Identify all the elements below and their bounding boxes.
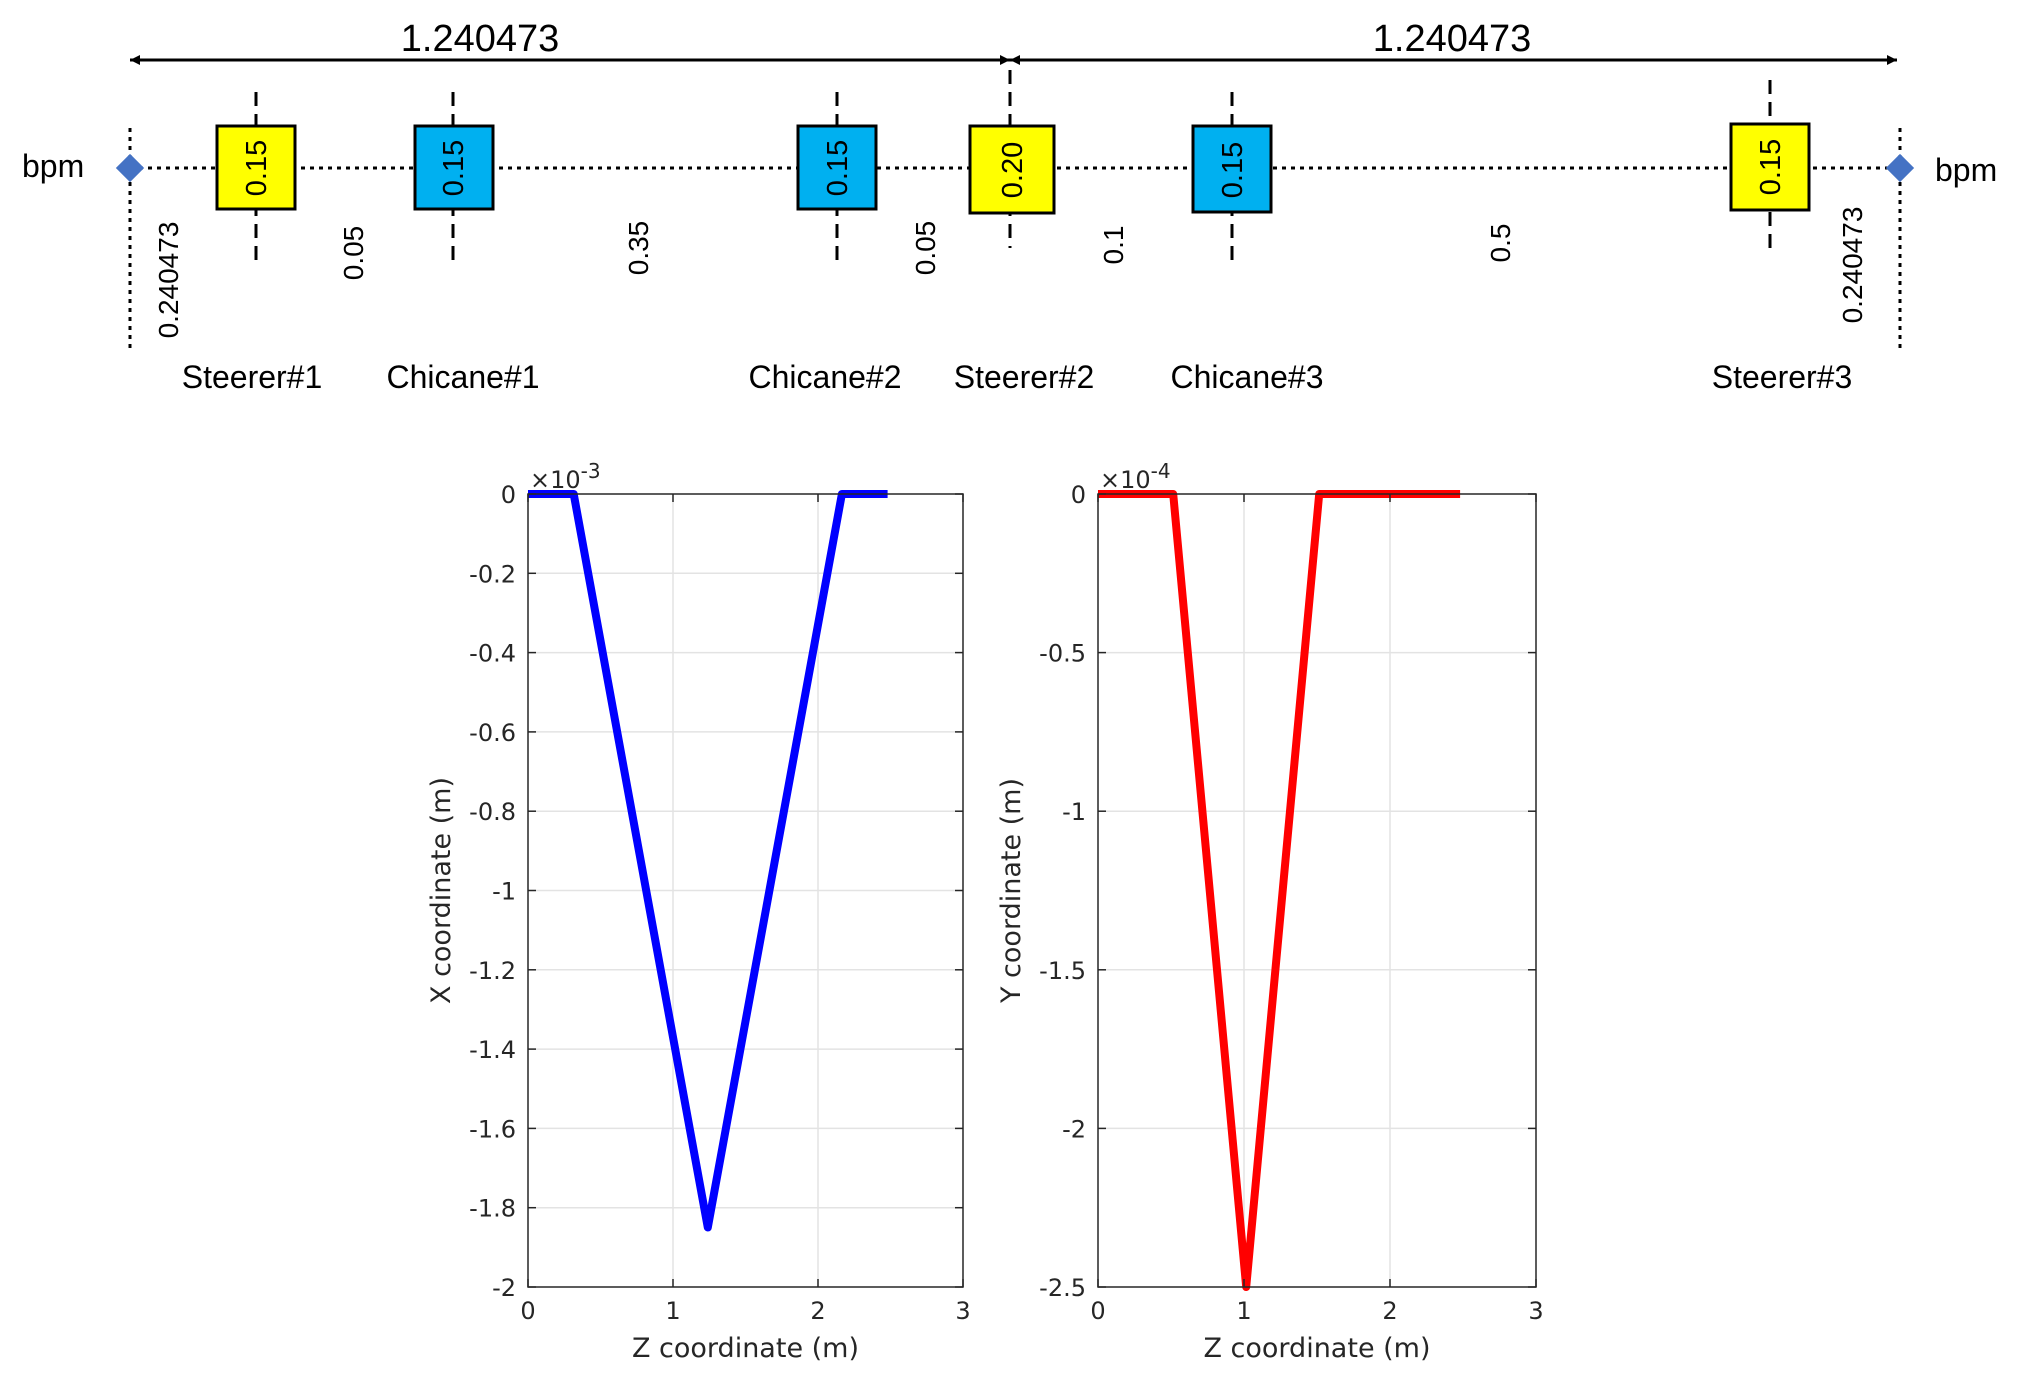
beamline-diagram: 1.240473 1.240473 bpm bpm 0.15 0.15 0.15…: [22, 18, 1997, 395]
chicane-3-box: [1191, 124, 1273, 214]
axis-exponent: ×10-3: [530, 459, 601, 494]
y-axis-label: Y coordinate (m): [996, 778, 1027, 1004]
exponent-base: ×10: [530, 466, 581, 494]
gap-label-1: 0.240473: [153, 222, 184, 339]
y-tick-label: -1.8: [469, 1195, 516, 1223]
steerer-1-length: 0.15: [241, 140, 273, 196]
bpm-right-diamond: [1885, 153, 1915, 183]
x-coordinate-plot: 0 1 2 3 0 -0.2 -0.4 -0.6 -0.8 -1 -1.2 -1.4 -1.6 -1.8 -…: [426, 459, 971, 1364]
y-tick-label: -1: [492, 878, 516, 906]
steerer-2-name: Steerer#2: [954, 359, 1095, 395]
y-tick-label: -2.5: [1039, 1274, 1086, 1302]
y-tick-label: -0.6: [469, 719, 516, 747]
gap-label-6: 0.5: [1485, 224, 1516, 263]
x-tick-label: 0: [520, 1297, 535, 1325]
x-axis-label: Z coordinate (m): [632, 1333, 859, 1364]
x-tick-label: 3: [1528, 1297, 1543, 1325]
axis-exponent: ×10-4: [1100, 459, 1171, 494]
exponent-power: -4: [1151, 459, 1171, 483]
data-series-line: [528, 490, 888, 1232]
gap-label-3: 0.35: [623, 221, 654, 276]
x-tick-label: 2: [1382, 1297, 1397, 1325]
chicane-2-name: Chicane#2: [749, 359, 902, 395]
y-tick-label: -0.8: [469, 798, 516, 826]
total-length-left: 1.240473: [401, 18, 560, 60]
chicane-1-length: 0.15: [438, 140, 470, 196]
y-tick-label: -1.4: [469, 1036, 516, 1064]
steerer-3-length: 0.15: [1755, 139, 1787, 195]
steerer-3-name: Steerer#3: [1712, 359, 1853, 395]
y-tick-label: -1.6: [469, 1115, 516, 1143]
bpm-right-label: bpm: [1935, 152, 1997, 188]
data-series-line: [1098, 490, 1461, 1291]
steerer-1-name: Steerer#1: [182, 359, 323, 395]
y-tick-label: 0: [501, 481, 516, 509]
chicane-2-length: 0.15: [822, 140, 854, 196]
steerer-3-box: [1729, 122, 1811, 212]
y-tick-label: -2: [1062, 1115, 1086, 1143]
bpm-left-label: bpm: [22, 148, 84, 184]
x-tick-label: 2: [810, 1297, 825, 1325]
y-tick-label: -1.5: [1039, 957, 1086, 985]
x-tick-label: 1: [1236, 1297, 1251, 1325]
total-length-right: 1.240473: [1373, 18, 1532, 60]
y-tick-label: -0.2: [469, 560, 516, 588]
x-tick-label: 1: [665, 1297, 680, 1325]
y-tick-label: -2: [492, 1274, 516, 1302]
exponent-base: ×10: [1100, 466, 1151, 494]
gap-label-4: 0.05: [910, 221, 941, 276]
gap-label-2: 0.05: [338, 226, 369, 281]
axes-box: [1097, 493, 1537, 1288]
steerer-1-box: [215, 124, 297, 211]
x-tick-label: 0: [1090, 1297, 1105, 1325]
y-tick-label: -1.2: [469, 957, 516, 985]
chicane-1-name: Chicane#1: [387, 359, 540, 395]
x-axis-label: Z coordinate (m): [1203, 1333, 1430, 1364]
y-tick-label: -0.5: [1039, 640, 1086, 668]
y-coordinate-plot: 0 1 2 3 0 -0.5 -1 -1.5 -2 -2.5 ×10-4 Z coordinate (…: [996, 459, 1544, 1364]
y-tick-label: -0.4: [469, 640, 516, 668]
chicane-1-box: [413, 124, 495, 211]
gap-label-5: 0.1: [1098, 226, 1129, 265]
y-tick-label: -1: [1062, 798, 1086, 826]
steerer-2-box: [968, 124, 1056, 215]
exponent-power: -3: [581, 459, 601, 483]
steerer-2-length: 0.20: [997, 142, 1029, 198]
chicane-3-length: 0.15: [1217, 142, 1249, 198]
y-tick-label: 0: [1071, 481, 1086, 509]
x-tick-label: 3: [955, 1297, 970, 1325]
bpm-left-diamond: [115, 153, 145, 183]
gap-label-7: 0.240473: [1837, 207, 1868, 324]
chicane-3-name: Chicane#3: [1171, 359, 1324, 395]
y-axis-label: X coordinate (m): [426, 777, 457, 1004]
chicane-2-box: [796, 124, 878, 211]
